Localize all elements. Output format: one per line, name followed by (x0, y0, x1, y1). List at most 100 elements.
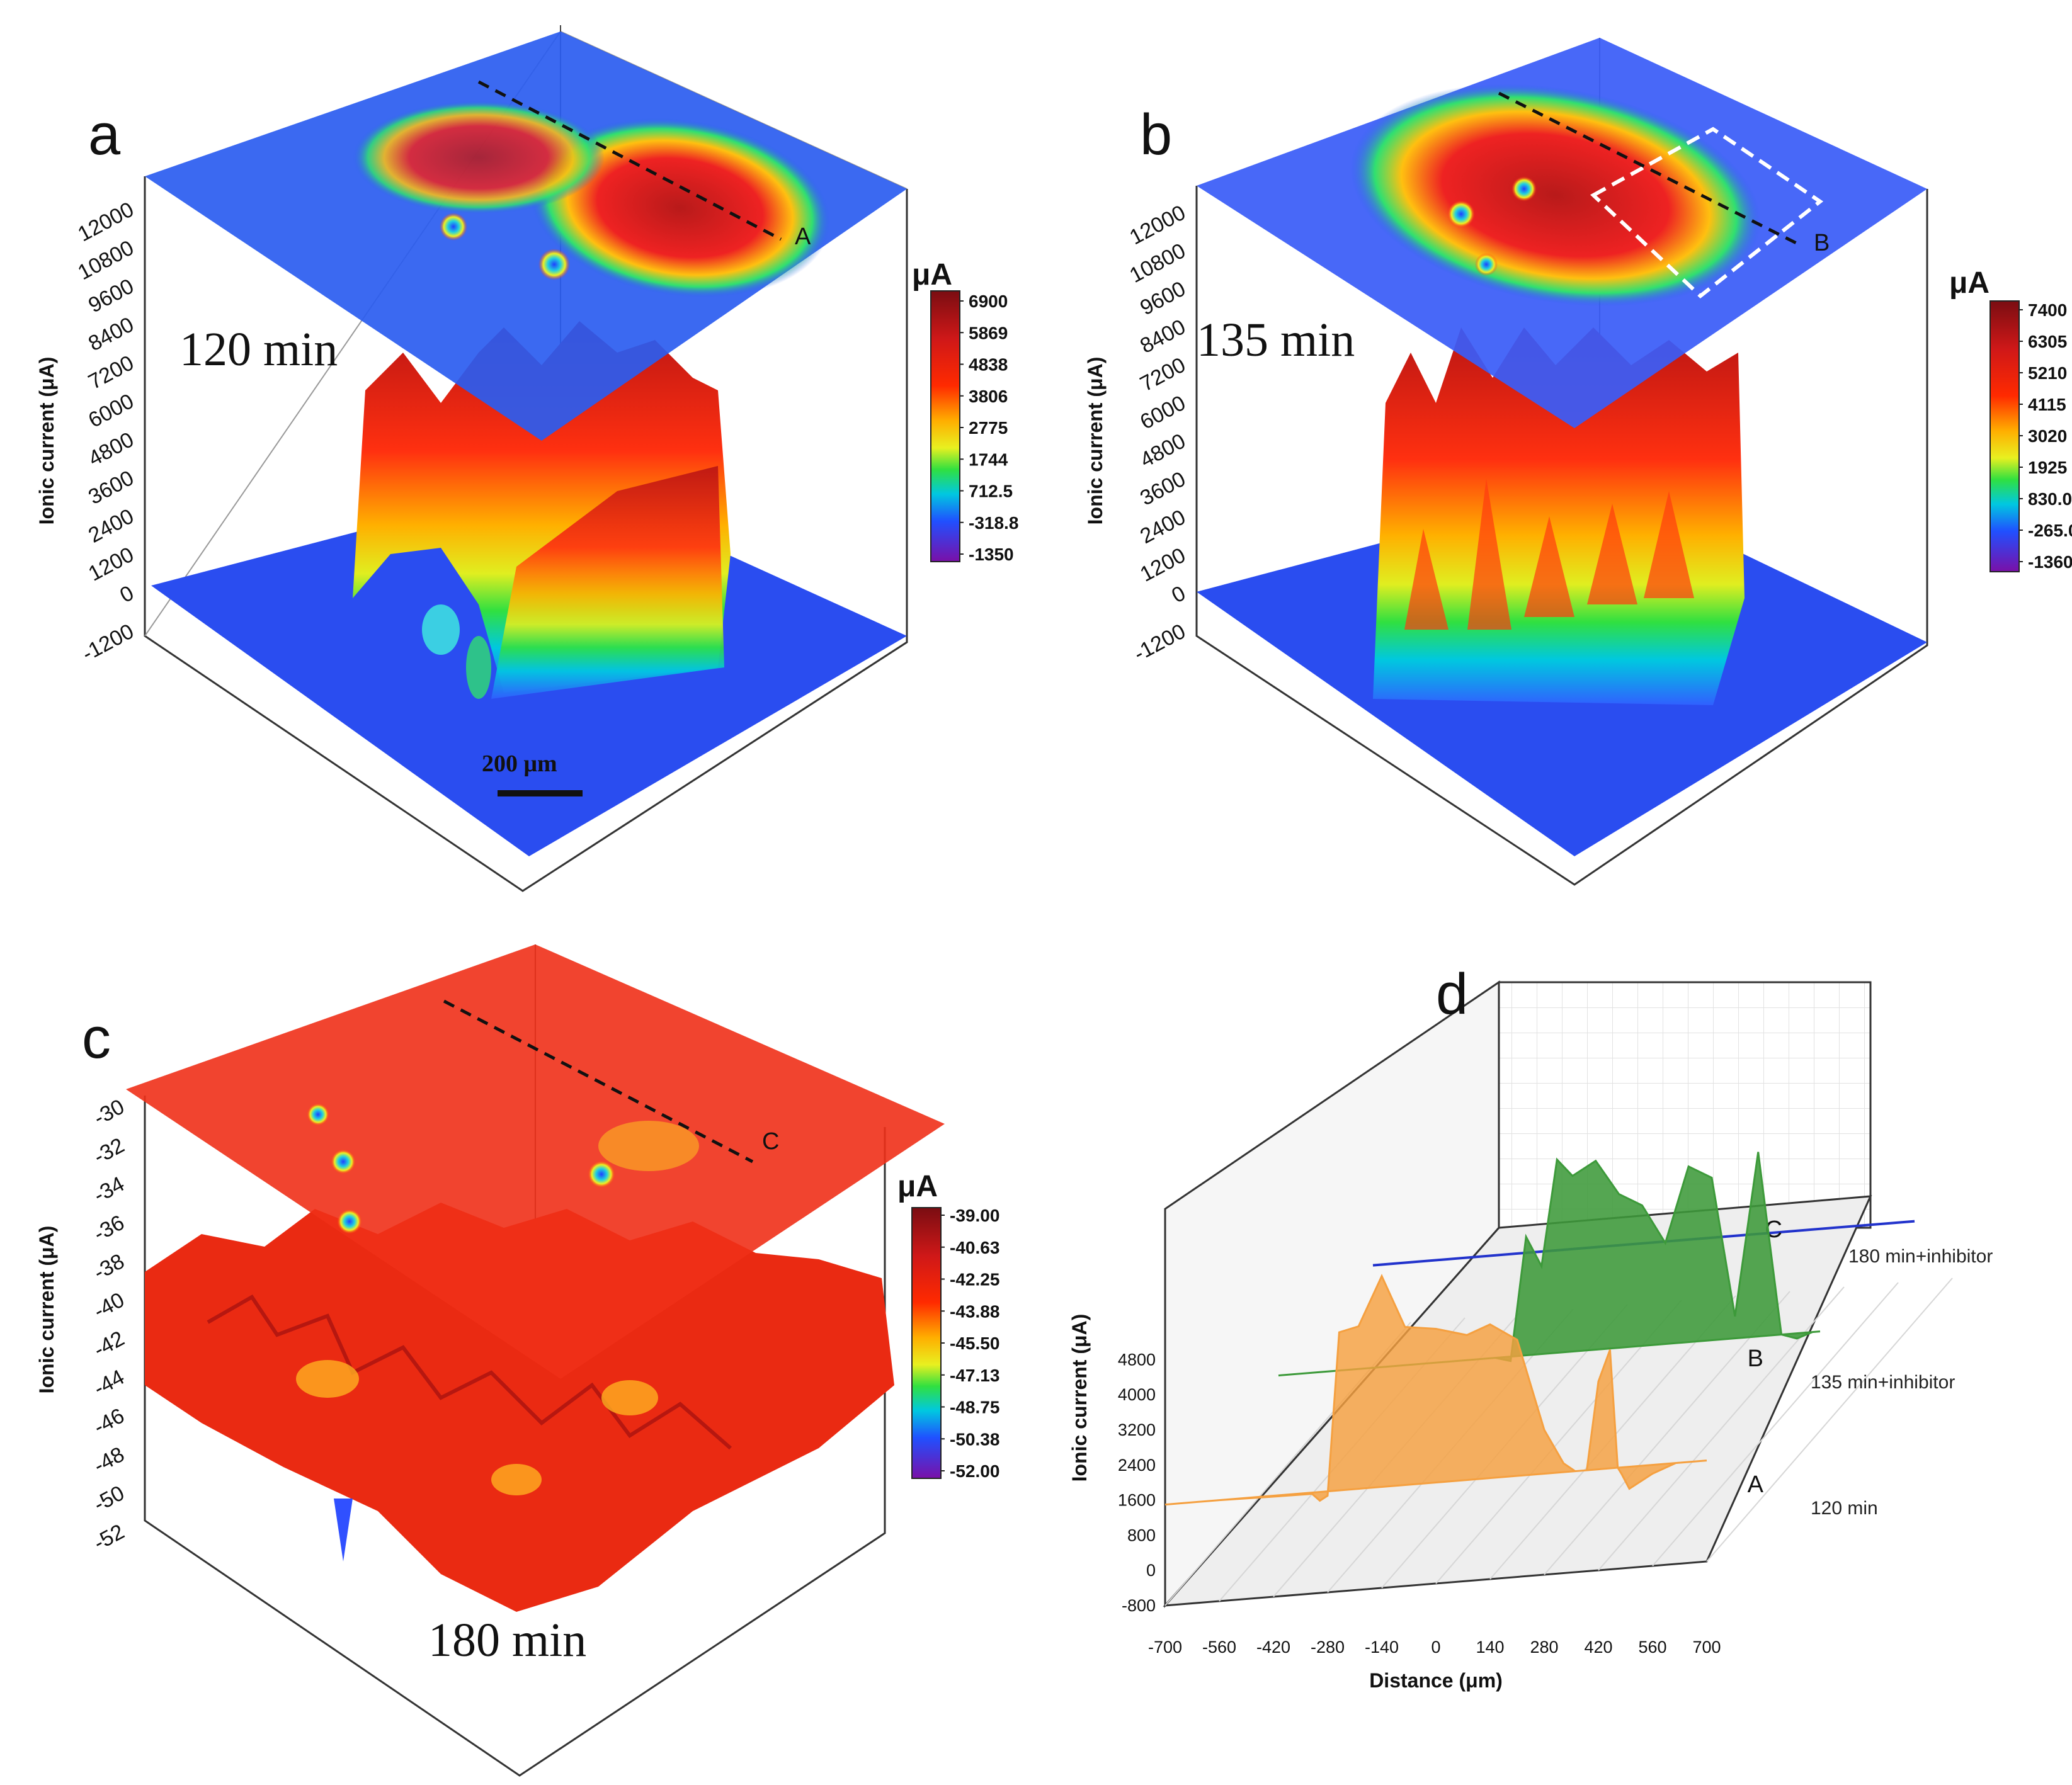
panel-c-cb-tick: -52.00 (950, 1461, 999, 1481)
panel-c-cb-tick: -42.25 (950, 1270, 999, 1289)
panel-c-cb-tick: -50.38 (950, 1429, 999, 1449)
panel-c-ztick: -34 (90, 1172, 128, 1208)
panel-b-cb-tick: 5210 (2028, 363, 2067, 383)
panel-a-colorbar (930, 290, 960, 562)
panel-d-series-marker: A (1748, 1471, 1764, 1498)
panel-b-colorbar-ticks: 7400 6305 5210 4115 3020 1925 830.0 -265.0 -1360 (2019, 300, 2072, 572)
panel-b-ztick: -1200 (1130, 620, 1190, 666)
panel-d-series-name: 120 min (1811, 1498, 1878, 1519)
panel-a-colorbar-unit: μA (912, 258, 952, 292)
panel-d-ytick: 1600 (1118, 1491, 1156, 1510)
panel-b-highlight-box (1590, 127, 1824, 298)
panel-b-ztick: 7200 (1136, 353, 1190, 396)
panel-d-xtick: -700 (1148, 1638, 1182, 1657)
panel-a-ztick: 8400 (84, 312, 138, 356)
panel-d-ytick: -800 (1122, 1596, 1156, 1615)
panel-d-ytick: 4000 (1118, 1385, 1156, 1404)
panel-d-ylabel: Ionic current (μA) (1068, 1314, 1091, 1482)
panel-b-ylabel: Ionic current (μA) (1084, 357, 1107, 525)
panel-c-ztick: -38 (90, 1249, 128, 1285)
panel-b-cb-tick: 3020 (2028, 426, 2067, 446)
panel-d-ytick: 3200 (1118, 1420, 1156, 1439)
panel-d-xtick: -280 (1311, 1638, 1345, 1657)
panel-d-xtick: -560 (1202, 1638, 1236, 1657)
panel-d-series-name: 180 min+inhibitor (1848, 1246, 1993, 1267)
panel-b-ztick: 2400 (1136, 505, 1190, 548)
panel-c-ztick: -44 (90, 1365, 128, 1401)
panel-b-cb-tick: 7400 (2028, 300, 2067, 320)
panel-d-xtick: -140 (1365, 1638, 1399, 1657)
panel-b-cb-tick: 6305 (2028, 332, 2067, 351)
panel-c-ztick: -36 (90, 1211, 128, 1247)
panel-b-label: b (1140, 103, 1172, 167)
panel-a-time: 120 min (179, 323, 338, 376)
panel-c-ztick: -30 (90, 1095, 128, 1131)
panel-c-cb-tick: -48.75 (950, 1398, 999, 1417)
panel-c-cb-tick: -43.88 (950, 1301, 999, 1321)
panel-d-xtick: 420 (1584, 1638, 1612, 1657)
panel-c-ylabel: Ionic current (μA) (35, 1226, 58, 1394)
panel-b-cb-tick: -1360 (2028, 552, 2072, 572)
panel-a-ztick: 7200 (84, 351, 138, 394)
panel-a-ztick: 2400 (84, 504, 138, 548)
panel-a-ztick: 0 (116, 581, 138, 608)
panel-c-colorbar (911, 1207, 942, 1479)
panel-a-frame (144, 176, 908, 892)
panel-d-xtick: 140 (1476, 1638, 1504, 1657)
panel-a-label: a (88, 103, 121, 167)
panel-d-ytick: 4800 (1118, 1350, 1156, 1369)
panel-c-cb-tick: -47.13 (950, 1366, 999, 1385)
panel-d-x-axis: -700 -560 -420 -280 -140 0 140 280 420 560 700 (1148, 1638, 1721, 1657)
panel-a-ztick: 6000 (84, 389, 138, 433)
panel-d-xtick: 700 (1692, 1638, 1721, 1657)
panel-a-scale-bar (498, 790, 583, 796)
panel-c-ztick: -50 (90, 1481, 128, 1517)
panel-c-colorbar-ticks: -39.00 -40.63 -42.25 -43.88 -45.50 -47.13 -48.… (941, 1206, 999, 1481)
panel-c-cb-tick: -39.00 (950, 1206, 999, 1225)
panel-d-ytick: 800 (1127, 1526, 1156, 1544)
panel-b-frame (1195, 186, 1928, 886)
panel-c-ztick: -46 (90, 1403, 128, 1439)
panel-a-cb-tick: 2775 (969, 418, 1008, 438)
panel-b-cb-tick: -265.0 (2028, 521, 2072, 540)
panel-b-time: 135 min (1197, 314, 1355, 366)
panel-c: C c 180 min -30-32-34-36-38-40-42-44-46-… (35, 944, 999, 1777)
panel-a-cb-tick: 3806 (969, 387, 1008, 406)
panel-b-ztick: 3600 (1136, 467, 1190, 511)
panel-c-ztick: -42 (90, 1327, 128, 1363)
panel-b-colorbar-unit: μA (1949, 266, 1989, 300)
panel-a-colorbar-ticks: 6900 5869 4838 3806 2775 1744 712.5 -318.8 -1350 (960, 292, 1018, 564)
panel-b-surface (1373, 327, 1745, 705)
panel-c-label: c (82, 1006, 111, 1070)
panel-c-line-label: C (762, 1128, 779, 1155)
panel-b-ztick: 1200 (1136, 543, 1190, 587)
panel-b-ztick: 6000 (1136, 391, 1190, 434)
panel-a-z-axis: 1200010800960084007200600048003600240012… (74, 198, 137, 666)
panel-b-ztick: 4800 (1136, 429, 1190, 472)
panel-c-time: 180 min (428, 1614, 586, 1667)
panel-c-top-plane (126, 944, 945, 1379)
panel-c-surface (145, 1203, 894, 1612)
panel-a-ylabel: Ionic current (μA) (35, 357, 58, 525)
panel-b-ztick: 0 (1168, 581, 1190, 608)
panel-a-line-label: A (795, 224, 811, 250)
panel-a-cb-tick: -318.8 (969, 513, 1018, 533)
panel-d-ytick: 0 (1146, 1561, 1156, 1580)
panel-b-colorbar (1989, 300, 2020, 572)
panel-d-label: d (1436, 962, 1468, 1026)
panel-d-xtick: 0 (1431, 1638, 1440, 1657)
panel-d-series-area (1164, 1274, 1707, 1506)
panel-c-ztick: -48 (90, 1442, 128, 1478)
panel-a-cb-tick: 6900 (969, 292, 1008, 311)
panel-b-cb-tick: 4115 (2028, 395, 2066, 414)
panel-d-xtick: 280 (1530, 1638, 1558, 1657)
panel-b-cb-tick: 830.0 (2028, 489, 2072, 509)
panel-a-ztick: 4800 (84, 428, 138, 471)
panel-a-cb-tick: 4838 (969, 355, 1008, 375)
panel-b-ztick: 8400 (1136, 315, 1190, 358)
panel-a: A a 120 min 200 μm 120001080096008400720… (35, 25, 1018, 892)
panel-b-z-axis: 1200010800960084007200600048003600240012… (1125, 201, 1189, 666)
panel-c-colorbar-unit: μA (897, 1170, 938, 1203)
